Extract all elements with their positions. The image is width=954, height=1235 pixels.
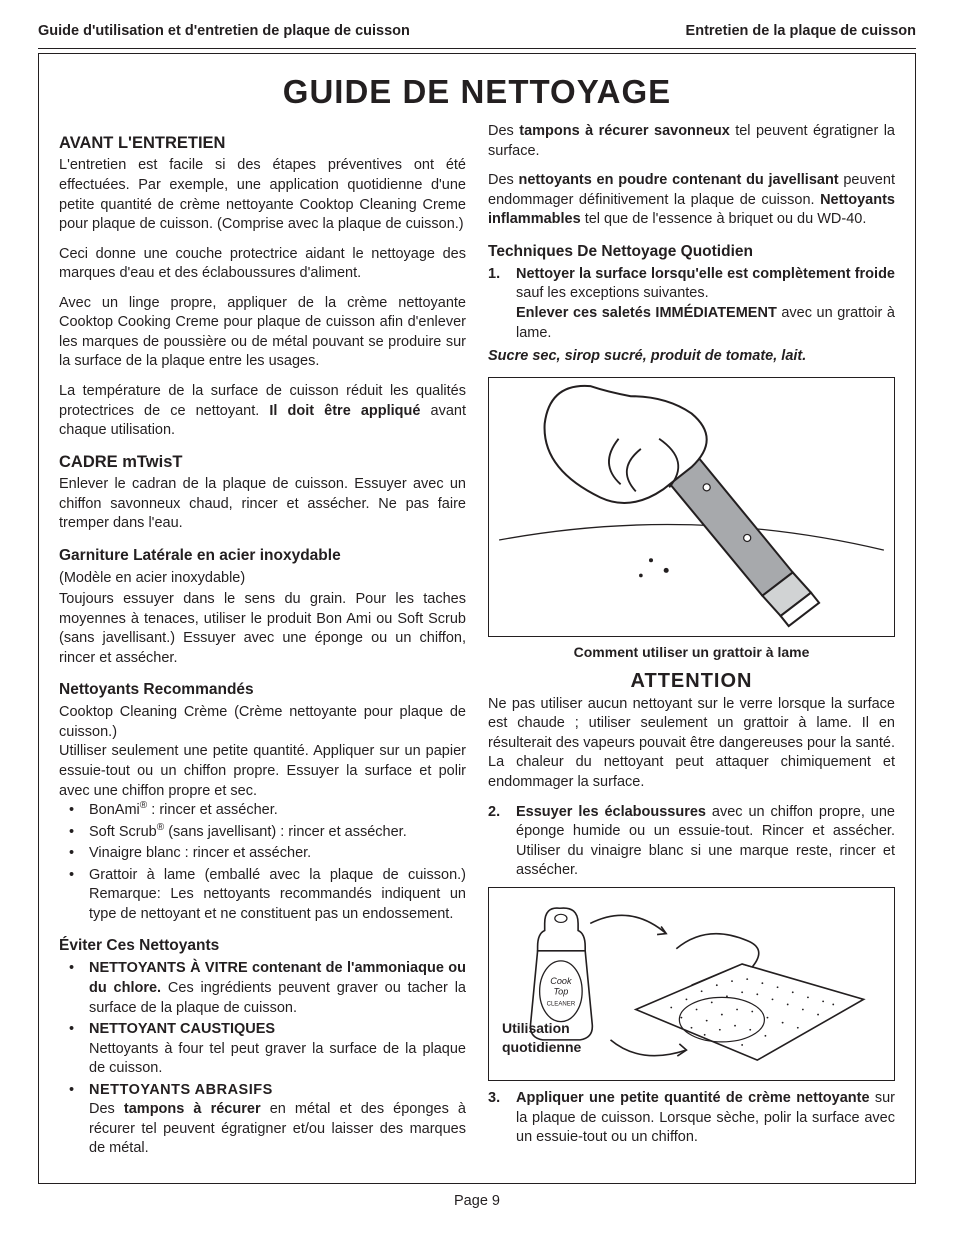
section-heading: CADRE mTwisT — [59, 451, 466, 473]
figure-scraper — [488, 377, 895, 637]
list-item: NETTOYANT CAUSTIQUESNettoyants à four te… — [65, 1020, 466, 1079]
right-column: Des tampons à récurer savonneux tel peuv… — [488, 122, 895, 1161]
main-title: GUIDE DE NETTOYAGE — [59, 70, 895, 115]
body-text: Cooktop Cleaning Crème (Crème nettoyante… — [59, 703, 466, 742]
figure-caption: Comment utiliser un grattoir à lame — [488, 643, 895, 662]
numbered-list: 1.Nettoyer la surface lorsqu'elle est co… — [488, 265, 895, 343]
header-right: Entretien de la plaque de cuisson — [686, 22, 916, 42]
section-heading: Nettoyants Recommandés — [59, 680, 466, 701]
numbered-list: 2.Essuyer les éclaboussures avec un chif… — [488, 803, 895, 881]
body-text: Enlever le cadran de la plaque de cuisso… — [59, 475, 466, 534]
body-text: Des nettoyants en poudre contenant du ja… — [488, 171, 895, 230]
subtitle: (Modèle en acier inoxydable) — [59, 569, 466, 589]
list-item: 2.Essuyer les éclaboussures avec un chif… — [488, 803, 895, 881]
bullet-list: NETTOYANTS À VITRE contenant de l'ammo­n… — [59, 959, 466, 1159]
content-frame: GUIDE DE NETTOYAGE AVANT L'ENTRETIEN L'e… — [38, 53, 916, 1184]
body-text: Des tampons à récurer savonneux tel peuv… — [488, 122, 895, 161]
scraper-illustration — [489, 378, 894, 636]
page-number: Page 9 — [38, 1192, 916, 1212]
list-item: 1.Nettoyer la surface lorsqu'elle est co… — [488, 265, 895, 343]
svg-text:Top: Top — [553, 986, 568, 996]
list-item: BonAmi® : rincer et assécher. — [65, 801, 466, 821]
page: Guide d'utilisation et d'entretien de pl… — [0, 0, 954, 1230]
page-header: Guide d'utilisation et d'entretien de pl… — [38, 22, 916, 49]
attention-heading: ATTENTION — [488, 668, 895, 695]
figure-inline-label: Utilisationquotidienne — [502, 1019, 581, 1057]
bullet-list: BonAmi® : rincer et assécher. Soft Scrub… — [59, 801, 466, 924]
list-item: Soft Scrub® (sans javellisant) : rincer … — [65, 823, 466, 843]
columns: AVANT L'ENTRETIEN L'entretien est facile… — [59, 122, 895, 1161]
body-text: Utilliser seulement une petite quantité.… — [59, 742, 466, 801]
list-item: 3.Appliquer une petite quantité de crème… — [488, 1089, 895, 1148]
numbered-list: 3.Appliquer une petite quantité de crème… — [488, 1089, 895, 1148]
section-heading: Techniques De Nettoyage Quotidien — [488, 242, 895, 263]
list-item: Grattoir à lame (emballé avec la plaque … — [65, 866, 466, 925]
section-heading: Garniture Latérale en acier inoxydable — [59, 546, 466, 567]
header-left: Guide d'utilisation et d'entretien de pl… — [38, 22, 410, 42]
figure-daily-wrap: Cook Top CLEANER — [488, 887, 895, 1081]
left-column: AVANT L'ENTRETIEN L'entretien est facile… — [59, 122, 466, 1161]
section-heading: Éviter Ces Nettoyants — [59, 936, 466, 957]
section-heading: AVANT L'ENTRETIEN — [59, 132, 466, 154]
list-item: Vinaigre blanc : rincer et assécher. — [65, 844, 466, 864]
body-text: Toujours essuyer dans le sens du grain. … — [59, 590, 466, 668]
body-text: Ceci donne une couche protectrice aidant… — [59, 245, 466, 284]
list-item: NETTOYANTS ABRASIFSDes tampons à récurer… — [65, 1081, 466, 1159]
body-text: Avec un linge propre, appliquer de la cr… — [59, 294, 466, 372]
svg-text:CLEANER: CLEANER — [547, 1001, 576, 1007]
emphasis-text: Sucre sec, sirop sucré, produit de tomat… — [488, 347, 895, 367]
body-text: La température de la surface de cuisson … — [59, 382, 466, 441]
body-text: L'entretien est facile si des étapes pré… — [59, 156, 466, 234]
body-text: Ne pas utiliser aucun nettoyant sur le v… — [488, 695, 895, 793]
list-item: NETTOYANTS À VITRE contenant de l'ammo­n… — [65, 959, 466, 1018]
svg-text:Cook: Cook — [550, 976, 572, 986]
